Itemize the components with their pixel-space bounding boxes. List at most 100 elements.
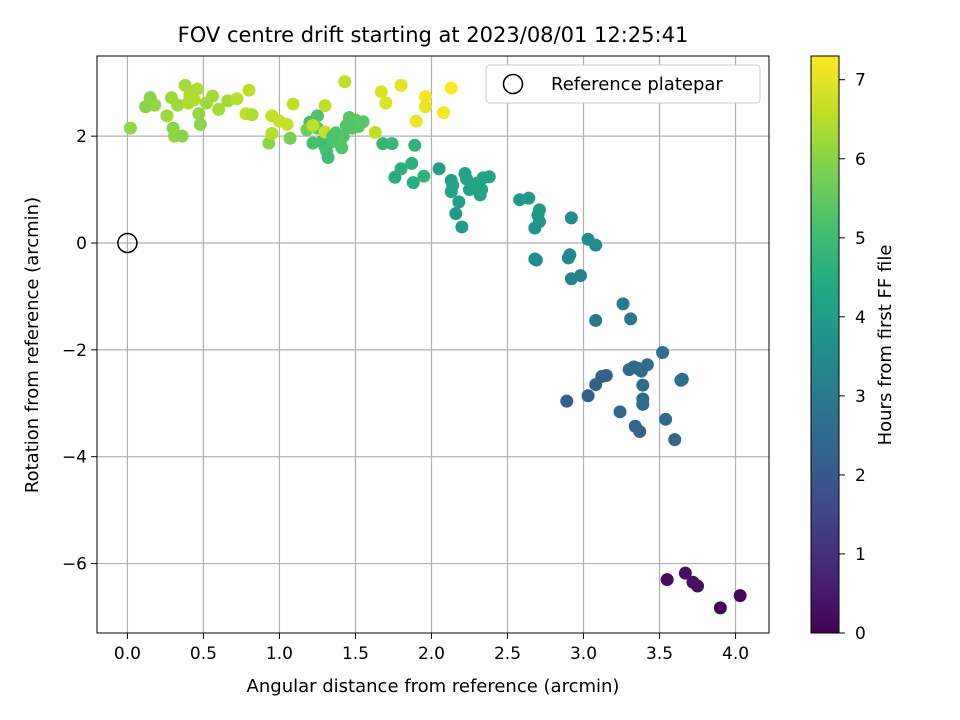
data-point [230,92,244,106]
x-tick-label: 3.5 [646,644,673,664]
data-point [589,238,603,252]
data-point [336,129,350,143]
data-point [356,115,370,129]
y-tick-label: 0 [76,234,87,254]
data-point [245,108,259,122]
data-point [409,114,423,128]
x-tick-label: 4.0 [722,644,749,664]
x-axis: 0.0 0.5 1.0 1.5 2.0 2.5 3.0 3.5 4.0 [114,633,749,664]
data-point [123,121,137,135]
data-point [560,394,574,408]
data-point [656,346,670,360]
data-point [640,358,654,372]
y-tick-label: 2 [76,127,87,147]
grid [97,56,769,633]
data-point [306,118,320,132]
data-point [529,253,543,267]
data-point [418,90,432,104]
data-point [455,220,469,234]
colorbar-gradient [810,55,840,634]
data-point [475,183,489,197]
data-point [408,138,422,152]
x-tick-label: 2.0 [418,644,445,664]
y-tick-label: −2 [62,341,87,361]
data-point [394,78,408,92]
data-point [564,211,578,225]
legend-marker-reference [502,73,524,95]
y-tick-label: −6 [62,555,87,575]
x-tick-label: 1.0 [266,644,293,664]
data-point [376,137,390,151]
data-point [374,85,388,99]
data-point [532,215,546,229]
data-point [379,96,393,110]
x-tick-label: 3.0 [570,644,597,664]
data-point [713,601,727,615]
data-point [335,141,349,155]
data-point [437,106,451,120]
legend-box [485,64,761,104]
plot-frame [96,55,770,634]
data-point [449,207,463,221]
data-point [432,162,446,176]
data-point [265,126,279,140]
data-point [573,269,587,283]
reference-platepar-marker [117,232,138,254]
data-point [192,107,206,121]
data-point [668,433,682,447]
x-tick-label: 0.5 [190,644,217,664]
x-tick-label: 1.5 [342,644,369,664]
data-point [178,78,192,92]
y-axis-label: Rotation from reference (arcmin) [22,197,43,493]
legend-entry-reference: Reference platepar [551,74,723,95]
x-axis-label: Angular distance from reference (arcmin) [247,676,620,697]
data-point [599,368,613,382]
data-point [613,405,627,419]
data-point [636,397,650,411]
data-point [659,412,673,426]
colorbar-tick-label: 2 [855,466,866,486]
data-point [310,109,324,123]
data-point [206,89,220,103]
data-point [624,312,638,326]
data-point [280,117,294,131]
data-point [446,178,460,192]
colorbar-tick-label: 3 [855,387,866,407]
colorbar: 0 1 2 3 4 5 6 7 Hours from first FF file [810,55,896,644]
data-point [452,195,466,209]
data-point [160,109,174,123]
data-point [444,81,458,95]
colorbar-tick-label: 5 [855,229,866,249]
y-axis: −6 −4 −2 0 2 [62,127,97,575]
data-point [616,297,630,311]
data-point [394,162,408,176]
data-point [283,131,297,145]
data-point [193,117,207,131]
colorbar-tick-label: 7 [855,71,866,91]
colorbar-tick-label: 0 [855,624,866,644]
data-point [678,566,692,580]
data-point [321,151,335,165]
data-point [190,82,204,96]
data-points [117,75,747,615]
colorbar-label: Hours from first FF file [875,245,896,446]
data-point [385,137,399,151]
data-point [341,118,355,132]
data-point [175,129,189,143]
data-point [532,203,546,217]
data-point [171,98,185,112]
data-point [660,573,674,587]
colorbar-ticks: 0 1 2 3 4 5 6 7 [839,71,866,644]
data-point [318,99,332,113]
data-point [636,378,650,392]
data-point [522,191,536,205]
data-point [286,97,300,111]
data-point [187,93,201,107]
chart-title: FOV centre drift starting at 2023/08/01 … [178,23,689,47]
legend: Reference platepar [485,64,761,104]
data-point [148,98,162,112]
data-point [242,83,256,97]
colorbar-tick-label: 4 [855,308,866,328]
x-tick-label: 0.0 [114,644,141,664]
